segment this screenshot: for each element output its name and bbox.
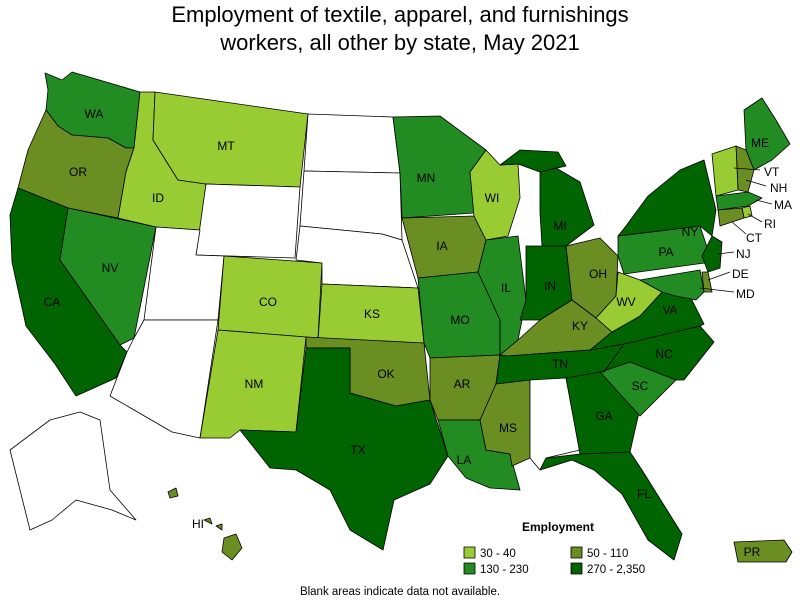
label-MN: MN (417, 171, 436, 185)
state-FL (539, 451, 683, 561)
label-DE: DE (732, 267, 749, 281)
map-title-line-1: Employment of textile, apparel, and furn… (171, 2, 628, 27)
legend-label-4: 270 - 2,350 (587, 564, 645, 576)
label-AR: AR (454, 377, 471, 391)
legend-swatch-3 (463, 562, 476, 575)
state-ND (303, 113, 401, 174)
label-TX: TX (350, 443, 365, 457)
legend-swatch-2 (570, 546, 583, 559)
label-HI: HI (192, 517, 204, 531)
legend: Employment 30 - 40 50 - 110 130 - 230 27… (463, 520, 645, 576)
label-OR: OR (69, 165, 87, 179)
label-ID: ID (152, 191, 164, 205)
map-title-line-2: workers, all other by state, May 2021 (219, 30, 580, 55)
label-VT: VT (764, 165, 780, 179)
label-NC: NC (655, 347, 673, 361)
label-NY: NY (682, 225, 699, 239)
label-SC: SC (632, 379, 649, 393)
state-MN (392, 115, 487, 219)
label-KS: KS (364, 307, 380, 321)
label-WA: WA (85, 107, 104, 121)
label-NJ: NJ (736, 247, 751, 261)
label-PA: PA (658, 245, 673, 259)
state-CT (717, 207, 745, 227)
state-DE (701, 271, 713, 293)
label-ME: ME (751, 136, 769, 150)
legend-label-3: 130 - 230 (480, 564, 529, 576)
state-MD (639, 269, 705, 301)
label-leaders (699, 167, 773, 293)
label-LA: LA (457, 453, 472, 467)
label-KY: KY (572, 319, 588, 333)
state-WY (195, 183, 301, 259)
label-GA: GA (595, 409, 612, 423)
label-OK: OK (377, 367, 394, 381)
footnote: Blank areas indicate data not available. (300, 586, 500, 598)
label-WI: WI (485, 191, 500, 205)
state-labels: WA OR CA NV ID MT CO NM KS OK TX MN IA M… (44, 107, 792, 559)
state-AZ (109, 319, 219, 439)
label-VA: VA (662, 303, 677, 317)
legend-swatch-4 (570, 562, 583, 575)
label-NM: NM (245, 377, 264, 391)
legend-label-1: 30 - 40 (480, 548, 516, 560)
state-VT (711, 145, 739, 197)
state-PR (733, 539, 793, 563)
label-CA: CA (44, 295, 61, 309)
label-RI: RI (764, 217, 776, 231)
state-AK (9, 411, 137, 531)
label-MD: MD (736, 287, 755, 301)
label-OH: OH (589, 267, 607, 281)
state-MA (715, 191, 763, 211)
label-MT: MT (217, 139, 235, 153)
legend-swatch-1 (463, 546, 476, 559)
label-IA: IA (436, 239, 447, 253)
label-NH: NH (770, 181, 787, 195)
state-MI (499, 149, 595, 247)
state-TX (239, 347, 449, 551)
legend-label-2: 50 - 110 (587, 548, 628, 560)
label-MA: MA (774, 198, 792, 212)
label-IN: IN (544, 279, 556, 293)
state-shapes (9, 71, 793, 563)
state-NY (617, 159, 717, 237)
label-MO: MO (450, 313, 469, 327)
label-WV: WV (616, 295, 635, 309)
state-NJ (701, 235, 723, 273)
state-HI (167, 487, 243, 561)
label-PR: PR (744, 545, 761, 559)
label-CO: CO (259, 295, 277, 309)
state-ME (743, 97, 791, 171)
label-TN: TN (552, 357, 568, 371)
label-NV: NV (102, 261, 119, 275)
label-CT: CT (746, 231, 763, 245)
label-FL: FL (637, 487, 651, 501)
label-IL: IL (501, 281, 511, 295)
label-MS: MS (499, 421, 517, 435)
label-MI: MI (553, 219, 566, 233)
state-WI (469, 149, 521, 241)
legend-title: Employment (522, 520, 594, 534)
